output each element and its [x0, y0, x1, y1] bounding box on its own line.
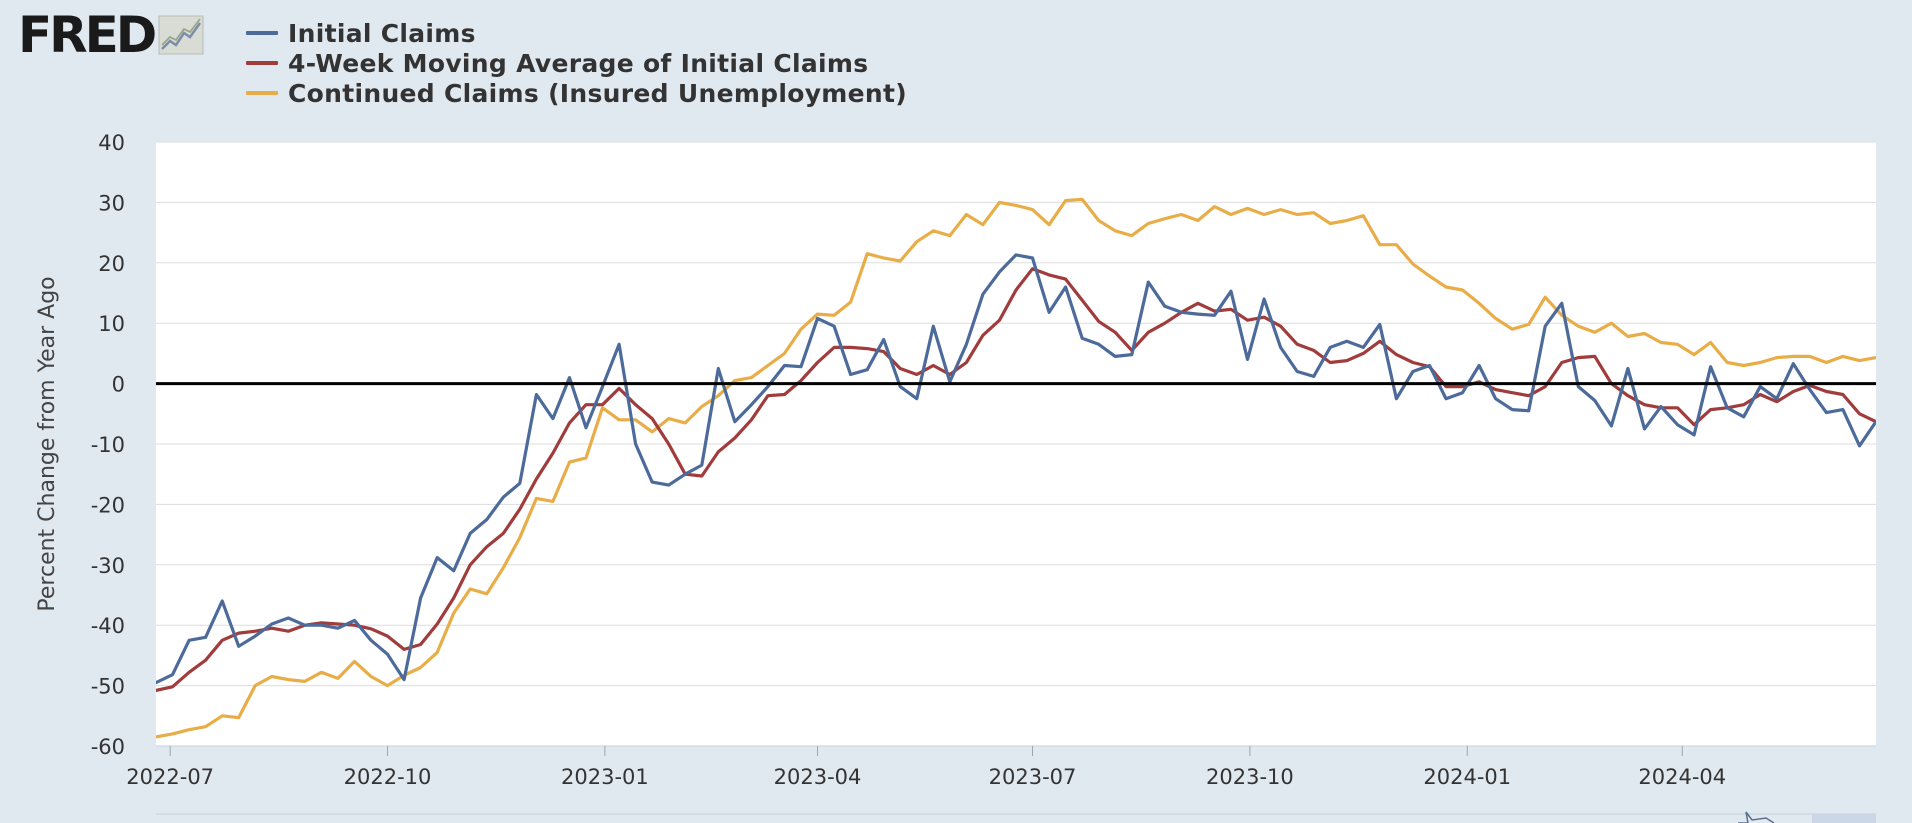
fred-logo-text: FRED: [18, 6, 157, 64]
y-tick-label: -20: [91, 493, 125, 517]
x-tick-label: 2023-07: [989, 765, 1077, 789]
x-tick-label: 2023-01: [561, 765, 649, 789]
legend-swatch: [246, 31, 278, 35]
y-tick-label: 0: [112, 373, 125, 397]
legend-swatch: [246, 91, 278, 95]
legend-item[interactable]: Initial Claims: [246, 18, 907, 48]
legend-item[interactable]: 4-Week Moving Average of Initial Claims: [246, 48, 907, 78]
series-group: [156, 197, 1876, 739]
series-line: [156, 253, 1876, 685]
y-tick-label: 40: [98, 131, 125, 155]
x-tick-label: 2022-07: [126, 765, 214, 789]
y-tick-label: -40: [91, 614, 125, 638]
x-tick-label: 2023-10: [1206, 765, 1294, 789]
y-axis-label: Percent Change from Year Ago: [35, 276, 60, 611]
chart-legend: Initial Claims 4-Week Moving Average of I…: [246, 18, 907, 108]
x-tick-label: 2023-04: [774, 765, 862, 789]
navigator-selection: [1812, 814, 1876, 823]
y-tick-label: 30: [98, 191, 125, 215]
y-tick-label: -10: [91, 433, 125, 457]
y-tick-label: -30: [91, 554, 125, 578]
fred-logo[interactable]: FRED: [18, 10, 204, 60]
series-line: [156, 197, 1876, 739]
y-tick-label: -50: [91, 675, 125, 699]
y-tick-label: -60: [91, 735, 125, 759]
y-tick-label: 10: [98, 312, 125, 336]
y-tick-label: 20: [98, 252, 125, 276]
series-line: [156, 267, 1876, 693]
legend-label: Initial Claims: [288, 18, 476, 48]
x-tick-label: 2022-10: [344, 765, 432, 789]
x-tick-label: 2024-04: [1638, 765, 1726, 789]
x-tick-label: 2024-01: [1423, 765, 1511, 789]
navigator-series: [1738, 811, 1775, 823]
legend-swatch: [246, 61, 278, 65]
legend-label: 4-Week Moving Average of Initial Claims: [288, 48, 869, 78]
legend-label: Continued Claims (Insured Unemployment): [288, 78, 907, 108]
fred-chart-icon: [158, 15, 204, 55]
legend-item[interactable]: Continued Claims (Insured Unemployment): [246, 78, 907, 108]
